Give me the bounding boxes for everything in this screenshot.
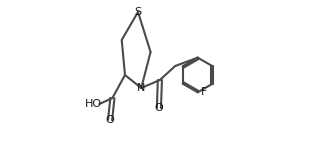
Text: F: F xyxy=(201,87,208,97)
Text: S: S xyxy=(134,7,142,17)
Text: HO: HO xyxy=(85,99,102,109)
Text: O: O xyxy=(106,115,114,125)
Text: N: N xyxy=(137,83,145,93)
Text: O: O xyxy=(155,103,163,113)
